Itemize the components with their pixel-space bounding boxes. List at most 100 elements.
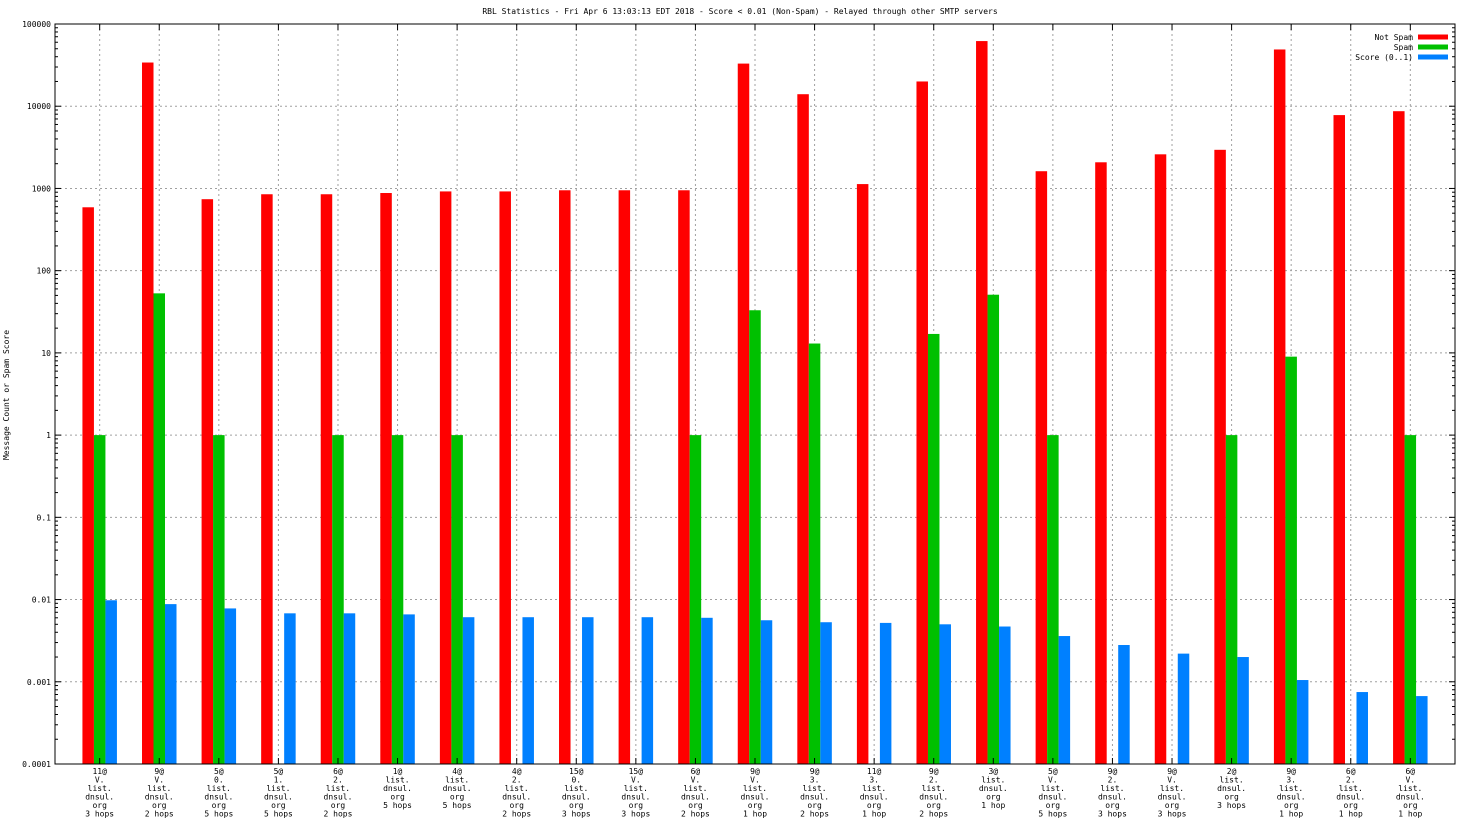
bar-score-0-1 bbox=[879, 622, 892, 764]
bar-spam bbox=[1285, 356, 1297, 764]
x-tick-label: dnsul. bbox=[1277, 793, 1306, 802]
x-tick-label: 5 hops bbox=[1038, 810, 1067, 819]
x-tick-label: 2 hops bbox=[800, 810, 829, 819]
plot-border bbox=[54, 23, 1456, 765]
y-axis-label: Message Count or Spam Score bbox=[2, 330, 11, 460]
x-tick-label: 6@ bbox=[1346, 767, 1356, 776]
x-tick-label: dnsul. bbox=[1396, 793, 1425, 802]
x-tick-label: 5@ bbox=[274, 767, 284, 776]
x-tick-label: 9@ bbox=[750, 767, 760, 776]
y-tick-label: 0.01 bbox=[32, 596, 51, 605]
x-tick-label: 6@ bbox=[1405, 767, 1415, 776]
bar-score-0-1 bbox=[1058, 636, 1071, 764]
x-tick-label: list. bbox=[505, 784, 529, 793]
x-tick-label: 3 hops bbox=[562, 810, 591, 819]
bar-not-spam bbox=[737, 63, 750, 764]
x-tick-label: dnsul. bbox=[800, 793, 829, 802]
x-tick-label: list. bbox=[1398, 784, 1422, 793]
bar-score-0-1 bbox=[582, 617, 594, 764]
x-tick-label: 11@ bbox=[867, 767, 882, 776]
bar-score-0-1 bbox=[1356, 692, 1368, 764]
x-tick-label: 3@ bbox=[988, 767, 998, 776]
bar-score-0-1 bbox=[1118, 645, 1130, 764]
x-tick-label: dnsul. bbox=[919, 793, 948, 802]
x-tick-label: V. bbox=[691, 776, 701, 785]
bar-score-0-1 bbox=[284, 613, 296, 764]
x-tick-label: 2 hops bbox=[502, 810, 531, 819]
x-tick-label: list. bbox=[1279, 784, 1303, 793]
x-tick-label: 3 hops bbox=[1217, 801, 1246, 810]
x-tick-label: 5 hops bbox=[443, 801, 472, 810]
bar-not-spam bbox=[1154, 154, 1167, 765]
legend-label: Score (0..1) bbox=[1355, 53, 1413, 62]
x-tick-label: org bbox=[152, 801, 167, 810]
x-tick-label: dnsul. bbox=[621, 793, 650, 802]
bar-spam bbox=[808, 343, 821, 764]
bar-spam bbox=[749, 310, 761, 764]
x-tick-label: V. bbox=[154, 776, 164, 785]
x-tick-label: org bbox=[986, 793, 1001, 802]
bar-not-spam bbox=[1393, 111, 1405, 765]
bar-score-0-1 bbox=[462, 617, 475, 764]
x-tick-label: V. bbox=[1167, 776, 1177, 785]
x-tick-label: org bbox=[867, 801, 882, 810]
x-tick-label: dnsul. bbox=[502, 793, 531, 802]
x-tick-label: V. bbox=[631, 776, 641, 785]
x-tick-label: list. bbox=[1160, 784, 1184, 793]
x-tick-label: list. bbox=[1220, 776, 1244, 785]
chart-title: RBL Statistics - Fri Apr 6 13:03:13 EDT … bbox=[482, 7, 998, 16]
bar-spam bbox=[332, 435, 344, 764]
x-tick-label: org bbox=[1344, 801, 1359, 810]
x-tick-label: dnsul. bbox=[264, 793, 293, 802]
x-tick-label: 9@ bbox=[154, 767, 164, 776]
x-tick-label: 3. bbox=[1286, 776, 1296, 785]
bar-score-0-1 bbox=[224, 608, 237, 764]
y-tick-label: 100 bbox=[37, 267, 52, 276]
x-tick-label: org bbox=[331, 801, 346, 810]
x-tick-label: 1 hop bbox=[862, 810, 886, 819]
x-tick-label: dnsul. bbox=[145, 793, 174, 802]
x-tick-label: dnsul. bbox=[1336, 793, 1365, 802]
x-tick-label: dnsul. bbox=[979, 784, 1008, 793]
bar-spam bbox=[987, 294, 1000, 764]
x-tick-label: V. bbox=[95, 776, 105, 785]
x-tick-label: list. bbox=[266, 784, 290, 793]
bar-spam bbox=[153, 293, 166, 764]
x-tick-label: org bbox=[1105, 801, 1120, 810]
bar-score-0-1 bbox=[939, 624, 951, 764]
x-tick-label: 0. bbox=[571, 776, 581, 785]
bar-score-0-1 bbox=[343, 613, 356, 764]
x-tick-label: org bbox=[1224, 793, 1239, 802]
axes: 0.0001 0.001 0.01 0.1 1 10 100 1000 10000 100000 1… bbox=[22, 20, 1456, 819]
x-tick-label: 5@ bbox=[214, 767, 224, 776]
x-tick-label: 3 hops bbox=[621, 810, 650, 819]
bar-score-0-1 bbox=[1416, 696, 1428, 764]
x-tick-label: 2. bbox=[1346, 776, 1356, 785]
x-tick-label: dnsul. bbox=[204, 793, 233, 802]
x-tick-label: 2 hops bbox=[324, 810, 353, 819]
y-tick-label: 1000 bbox=[32, 184, 51, 193]
bar-not-spam bbox=[1214, 149, 1226, 764]
bar-spam bbox=[451, 435, 463, 764]
x-tick-label: list. bbox=[326, 784, 350, 793]
x-tick-label: 4@ bbox=[512, 767, 522, 776]
x-tick-label: 5@ bbox=[1048, 767, 1058, 776]
x-tick-label: 1. bbox=[274, 776, 284, 785]
x-tick-label: 3 hops bbox=[1158, 810, 1187, 819]
x-tick-label: 5 hops bbox=[383, 801, 412, 810]
x-tick-label: 15@ bbox=[629, 767, 644, 776]
bar-not-spam bbox=[380, 193, 392, 764]
x-tick-label: dnsul. bbox=[383, 784, 412, 793]
bar-spam bbox=[1404, 435, 1417, 764]
legend-swatch bbox=[1418, 54, 1448, 60]
x-tick-label: 1 hop bbox=[981, 801, 1005, 810]
x-tick-label: dnsul. bbox=[1098, 793, 1127, 802]
x-tick-label: org bbox=[807, 801, 822, 810]
x-tick-label: org bbox=[1046, 801, 1061, 810]
bar-not-spam bbox=[499, 191, 511, 765]
y-tick-label: 10000 bbox=[27, 102, 51, 111]
x-tick-label: org bbox=[629, 801, 644, 810]
bar-score-0-1 bbox=[820, 622, 832, 764]
x-tick-label: org bbox=[569, 801, 584, 810]
